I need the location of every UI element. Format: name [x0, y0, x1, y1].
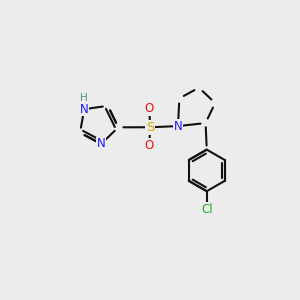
Text: O: O: [145, 139, 154, 152]
Text: H: H: [80, 93, 88, 103]
Text: O: O: [145, 102, 154, 115]
Text: N: N: [97, 137, 106, 150]
Text: N: N: [174, 120, 182, 133]
Text: Cl: Cl: [201, 203, 213, 216]
Text: N: N: [80, 103, 88, 116]
Text: S: S: [146, 121, 154, 134]
